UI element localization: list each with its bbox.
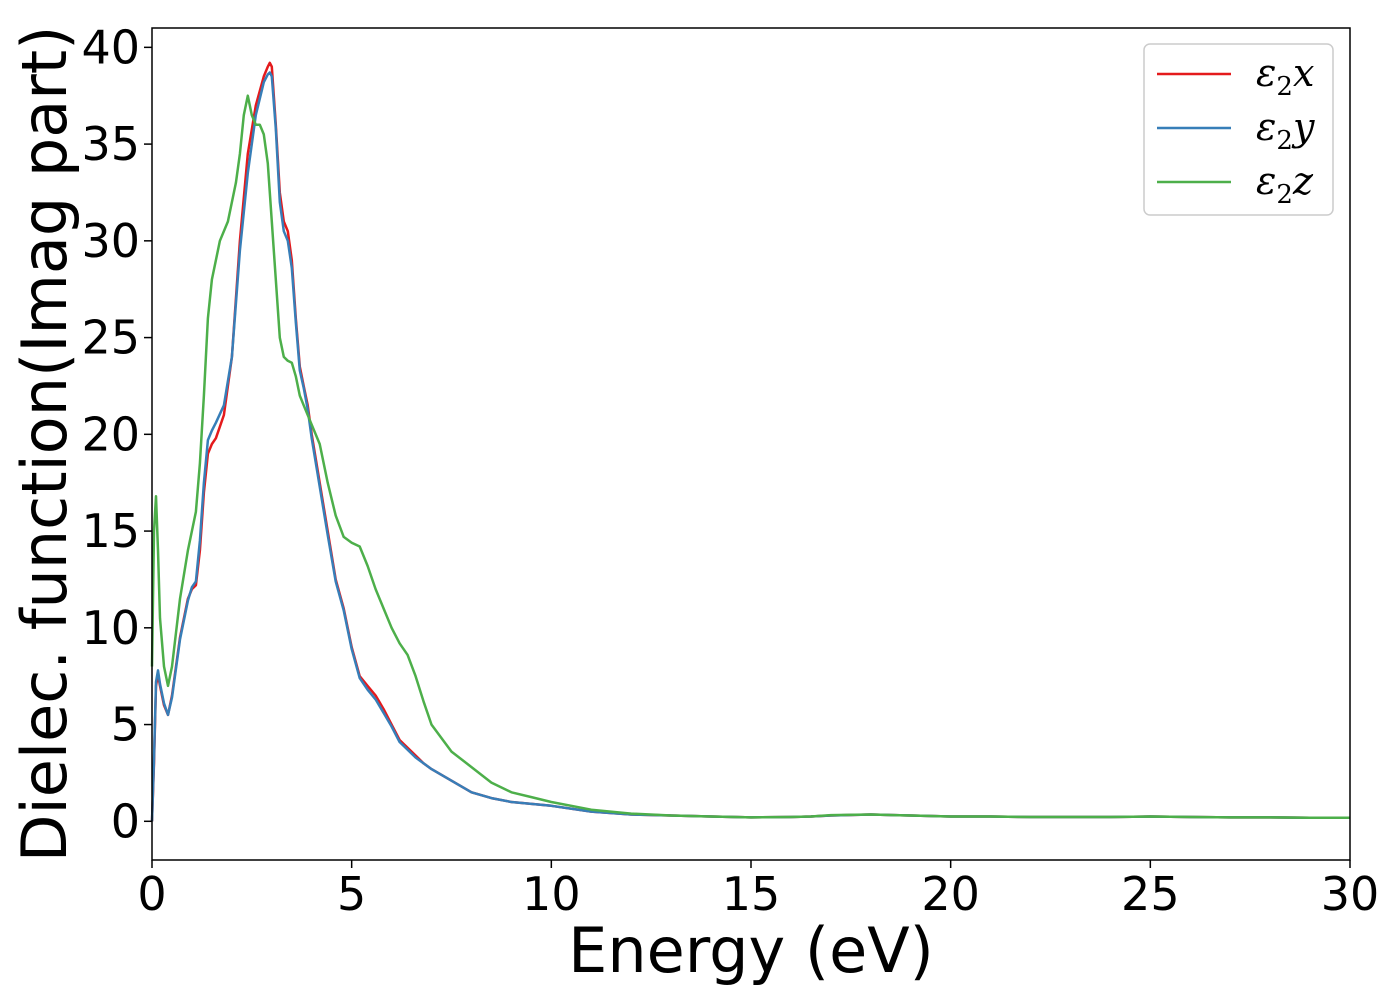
y-tick-label: 20 <box>81 407 140 461</box>
legend-label-z: ε2z <box>1256 159 1314 210</box>
x-tick-label: 10 <box>522 867 581 921</box>
y-tick-label: 0 <box>111 794 140 848</box>
x-tick-label: 15 <box>722 867 781 921</box>
x-tick-label: 25 <box>1121 867 1180 921</box>
legend-box <box>1143 43 1334 216</box>
x-tick-label: 30 <box>1321 867 1380 921</box>
y-tick-label: 25 <box>81 311 140 365</box>
x-tick-label: 20 <box>921 867 980 921</box>
x-tick-label: 0 <box>137 867 166 921</box>
y-tick-label: 5 <box>111 698 140 752</box>
y-axis-ticks: 0 5 10 15 20 25 30 35 40 <box>81 20 152 848</box>
y-tick-label: 15 <box>81 504 140 558</box>
x-axis-ticks: 0 5 10 15 20 25 30 <box>137 860 1379 921</box>
series-line-z <box>150 94 1350 820</box>
y-tick-label: 10 <box>81 601 140 655</box>
y-axis-label: Dielec. function(Imag part) <box>8 26 81 863</box>
y-tick-label: 40 <box>81 20 140 74</box>
y-tick-label: 30 <box>81 214 140 268</box>
x-tick-label: 5 <box>337 867 366 921</box>
legend-label-x: ε2x <box>1256 51 1314 102</box>
series-layer <box>150 61 1350 822</box>
x-axis-label: Energy (eV) <box>568 914 934 987</box>
y-tick-label: 35 <box>81 117 140 171</box>
legend-label-y: ε2y <box>1256 105 1315 156</box>
